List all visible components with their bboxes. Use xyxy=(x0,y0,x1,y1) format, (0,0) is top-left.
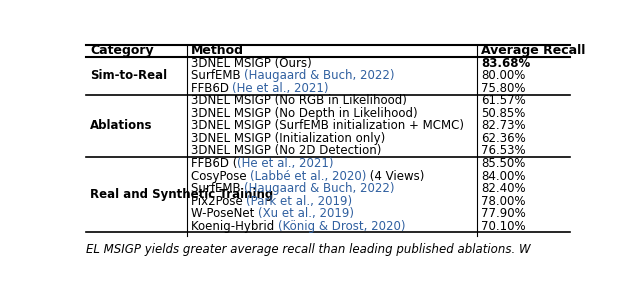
Text: (Haugaard & Buch, 2022): (Haugaard & Buch, 2022) xyxy=(244,70,394,82)
Text: 85.50%: 85.50% xyxy=(481,157,525,170)
Text: 3DNEL MSIGP (Ours): 3DNEL MSIGP (Ours) xyxy=(191,57,311,70)
Text: 61.57%: 61.57% xyxy=(481,94,525,107)
Text: 80.00%: 80.00% xyxy=(481,70,525,82)
Text: Ablations: Ablations xyxy=(90,120,152,133)
Text: (Haugaard & Buch, 2022): (Haugaard & Buch, 2022) xyxy=(244,182,394,195)
Text: SurfEMB: SurfEMB xyxy=(191,70,244,82)
Text: FFB6D (: FFB6D ( xyxy=(191,157,237,170)
Text: Real and Synthetic Training: Real and Synthetic Training xyxy=(90,188,273,201)
Text: 50.85%: 50.85% xyxy=(481,107,525,120)
Text: 62.36%: 62.36% xyxy=(481,132,525,145)
Text: Pix2Pose: Pix2Pose xyxy=(191,194,246,207)
Text: (König & Drost, 2020): (König & Drost, 2020) xyxy=(278,220,405,233)
Text: EL MSIGP yields greater average recall than leading published ablations. W: EL MSIGP yields greater average recall t… xyxy=(86,243,531,256)
Text: 82.73%: 82.73% xyxy=(481,120,525,133)
Text: (Labbé et al., 2020): (Labbé et al., 2020) xyxy=(250,170,366,183)
Text: 83.68%: 83.68% xyxy=(481,57,530,70)
Text: (He et al., 2021): (He et al., 2021) xyxy=(232,82,329,95)
Text: 78.00%: 78.00% xyxy=(481,194,525,207)
Text: 75.80%: 75.80% xyxy=(481,82,525,95)
Text: (He et al., 2021): (He et al., 2021) xyxy=(237,157,333,170)
Text: 70.10%: 70.10% xyxy=(481,220,525,233)
Text: 76.53%: 76.53% xyxy=(481,144,525,157)
Text: 3DNEL MSIGP (Initialization only): 3DNEL MSIGP (Initialization only) xyxy=(191,132,385,145)
Text: 3DNEL MSIGP (No Depth in Likelihood): 3DNEL MSIGP (No Depth in Likelihood) xyxy=(191,107,417,120)
Text: 3DNEL MSIGP (No RGB in Likelihood): 3DNEL MSIGP (No RGB in Likelihood) xyxy=(191,94,406,107)
Text: 82.40%: 82.40% xyxy=(481,182,525,195)
Text: W-PoseNet: W-PoseNet xyxy=(191,207,258,220)
Text: 3DNEL MSIGP (SurfEMB initialization + MCMC): 3DNEL MSIGP (SurfEMB initialization + MC… xyxy=(191,120,463,133)
Text: 3DNEL MSIGP (No 2D Detection): 3DNEL MSIGP (No 2D Detection) xyxy=(191,144,381,157)
Text: Method: Method xyxy=(191,44,244,57)
Text: (Park et al., 2019): (Park et al., 2019) xyxy=(246,194,352,207)
Text: SurfEMB: SurfEMB xyxy=(191,182,244,195)
Text: 77.90%: 77.90% xyxy=(481,207,525,220)
Text: (Xu et al., 2019): (Xu et al., 2019) xyxy=(258,207,354,220)
Text: Sim-to-Real: Sim-to-Real xyxy=(90,70,167,82)
Text: Koenig-Hybrid: Koenig-Hybrid xyxy=(191,220,278,233)
Text: Category: Category xyxy=(90,44,154,57)
Text: CosyPose: CosyPose xyxy=(191,170,250,183)
Text: Average Recall: Average Recall xyxy=(481,44,585,57)
Text: FFB6D: FFB6D xyxy=(191,82,232,95)
Text: 84.00%: 84.00% xyxy=(481,170,525,183)
Text: (4 Views): (4 Views) xyxy=(366,170,425,183)
